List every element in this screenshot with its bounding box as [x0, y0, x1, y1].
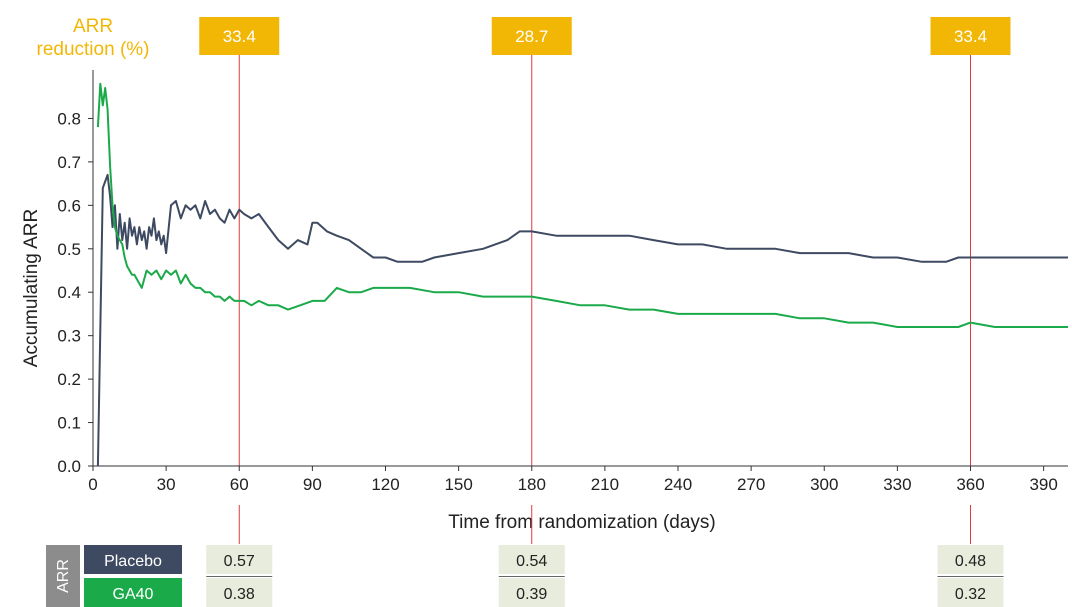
reduction-badge-2 [930, 17, 1011, 55]
y-tick-label: 0.2 [57, 370, 81, 389]
table-value-ga40-1: 0.39 [516, 586, 547, 603]
x-tick-label: 30 [157, 475, 176, 494]
table-value-ga40-2: 0.32 [955, 586, 986, 603]
y-tick-label: 0.0 [57, 457, 81, 476]
table-side-label: ARR [55, 559, 72, 593]
table-value-placebo-0: 0.57 [224, 553, 255, 570]
x-tick-label: 390 [1029, 475, 1057, 494]
series-layer [96, 82, 1068, 467]
x-tick-label: 270 [737, 475, 765, 494]
x-tick-label: 300 [810, 475, 838, 494]
table-row-label-ga40: GA40 [113, 586, 154, 603]
y-axis-title: Accumulating ARR [21, 209, 42, 367]
table-value-placebo-1: 0.54 [516, 553, 547, 570]
table-cell-placebo-1 [498, 545, 565, 574]
table-row-label-box-placebo [84, 545, 182, 574]
y-tick-label: 0.6 [57, 196, 81, 215]
table-cell-ga40-2 [937, 578, 1004, 607]
reduction-badge-1 [491, 17, 572, 55]
x-tick-label: 150 [444, 475, 472, 494]
arr-table: ARR Placebo GA40 0.57 0.38 0.54 0.39 0.48 0.32 [46, 545, 1004, 607]
table-cell-ga40-0 [206, 578, 273, 607]
reduction-value-0: 33.4 [223, 27, 256, 46]
x-tick-label: 330 [883, 475, 911, 494]
reduction-badges: 33.4 28.7 33.4 [199, 17, 1011, 55]
y-tick-label: 0.8 [57, 109, 81, 128]
reduction-badge-0 [199, 17, 280, 55]
table-side-label-box [46, 545, 80, 607]
y-tick-label: 0.5 [57, 240, 81, 259]
reduction-value-1: 28.7 [515, 27, 548, 46]
table-row-label-box-ga40 [84, 578, 182, 607]
x-tick-label: 240 [664, 475, 692, 494]
table-cell-ga40-1 [498, 578, 565, 607]
y-tick-label: 0.1 [57, 414, 81, 433]
series-line-ga40 [96, 82, 1068, 328]
table-row-label-placebo: Placebo [104, 553, 162, 570]
arr-reduction-title-line1: ARR [73, 16, 113, 37]
x-tick-label: 360 [956, 475, 984, 494]
table-value-placebo-2: 0.48 [955, 553, 986, 570]
table-cell-placebo-0 [206, 545, 273, 574]
table-cell-placebo-2 [937, 545, 1004, 574]
reduction-value-2: 33.4 [954, 27, 987, 46]
x-tick-label: 210 [591, 475, 619, 494]
y-tick-label: 0.7 [57, 153, 81, 172]
x-axis-title: Time from randomization (days) [448, 512, 715, 533]
series-line-placebo [96, 173, 1068, 467]
x-tick-label: 180 [518, 475, 546, 494]
marker-lines [238, 55, 971, 544]
table-value-ga40-0: 0.38 [224, 586, 255, 603]
x-tick-label: 120 [371, 475, 399, 494]
x-tick-label: 90 [303, 475, 322, 494]
axes: 0 30 60 90 120 150 180 210 240 270 300 330 360 390 0.0… [57, 70, 1068, 494]
x-tick-label: 60 [230, 475, 249, 494]
x-tick-label: 0 [88, 475, 97, 494]
y-tick-label: 0.3 [57, 327, 81, 346]
y-tick-label: 0.4 [57, 283, 81, 302]
arr-reduction-title-line2: reduction (%) [37, 39, 150, 60]
